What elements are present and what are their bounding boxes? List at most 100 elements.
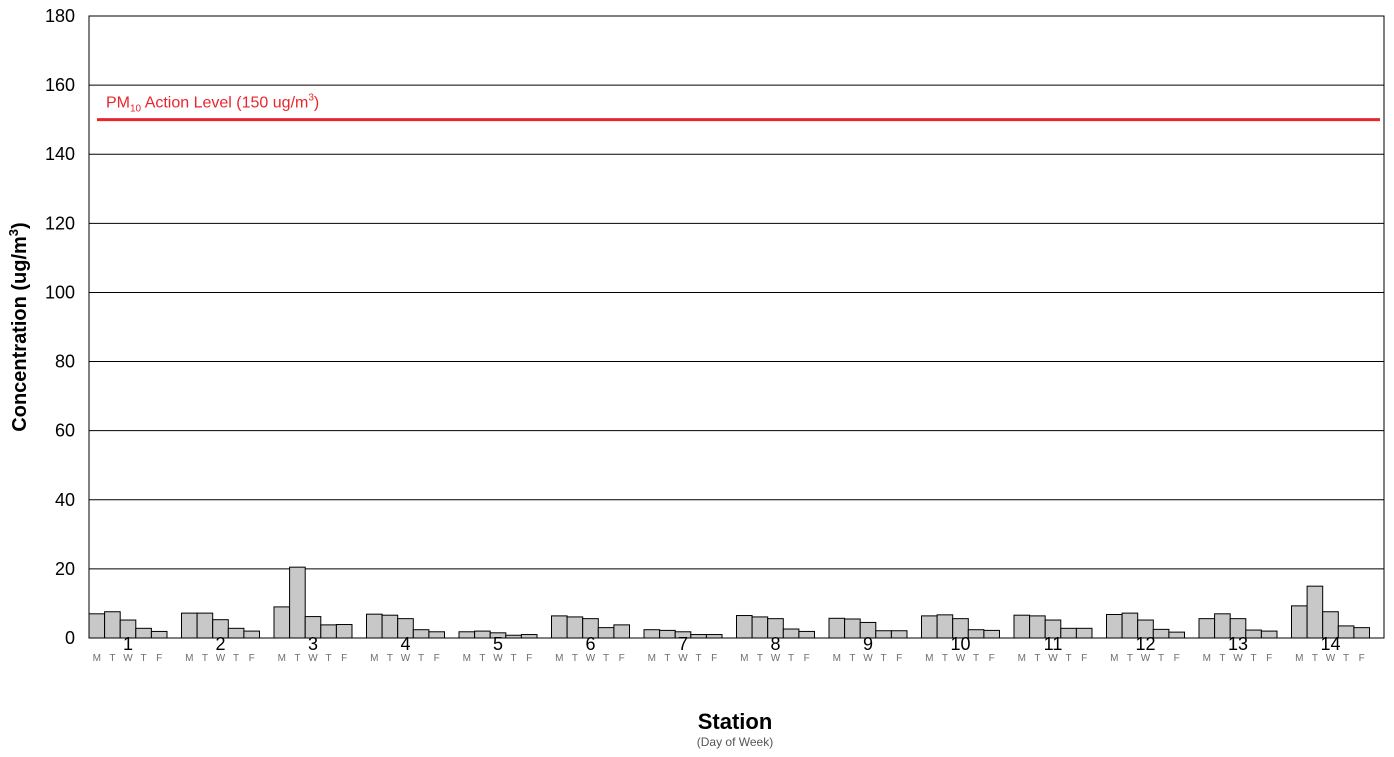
day-label: T <box>1343 653 1349 664</box>
day-label: T <box>202 653 208 664</box>
day-label: W <box>493 653 503 664</box>
day-label: W <box>678 653 688 664</box>
day-label: F <box>156 653 162 664</box>
bar <box>659 629 676 639</box>
day-label: T <box>326 653 332 664</box>
day-label: F <box>1174 653 1180 664</box>
day-label: T <box>881 653 887 664</box>
day-label: F <box>341 653 347 664</box>
day-label: M <box>370 653 378 664</box>
day-label: F <box>711 653 717 664</box>
day-label: F <box>249 653 255 664</box>
bar <box>875 630 892 639</box>
x-tick-label: 6 <box>585 634 595 654</box>
bar <box>844 618 861 639</box>
day-label: M <box>925 653 933 664</box>
day-label: M <box>93 653 101 664</box>
bar <box>181 612 198 639</box>
day-label: W <box>771 653 781 664</box>
day-label: W <box>1233 653 1243 664</box>
bar <box>474 630 491 639</box>
bar <box>705 634 723 639</box>
bar <box>1260 630 1278 639</box>
bars <box>88 566 1371 639</box>
day-label: F <box>804 653 810 664</box>
y-tick-label: 140 <box>45 144 75 164</box>
bar <box>335 624 353 639</box>
x-tick-label: 13 <box>1228 634 1248 654</box>
y-axis-label: Concentration (ug/m3) <box>6 222 31 431</box>
day-label: F <box>526 653 532 664</box>
bar <box>798 630 816 639</box>
day-label: T <box>1251 653 1257 664</box>
day-label: T <box>1066 653 1072 664</box>
day-label: T <box>1219 653 1225 664</box>
day-label: T <box>973 653 979 664</box>
bar <box>1306 585 1324 639</box>
day-label: T <box>387 653 393 664</box>
bar <box>1168 631 1186 639</box>
day-label: M <box>463 653 471 664</box>
y-tick-labels: 0 20 40 60 80 100 120 140 160 180 <box>45 6 75 648</box>
bar <box>320 624 337 639</box>
day-label: T <box>233 653 239 664</box>
day-label: M <box>278 653 286 664</box>
day-label: T <box>141 653 147 664</box>
y-tick-label: 0 <box>65 628 75 648</box>
bar <box>520 634 538 639</box>
action-level-label: PM10 Action Level (150 ug/m3) <box>106 93 319 115</box>
day-label: T <box>511 653 517 664</box>
bar <box>736 615 753 639</box>
x-tick-label: 12 <box>1135 634 1155 654</box>
day-label: M <box>555 653 563 664</box>
day-label: W <box>401 653 411 664</box>
day-label: M <box>648 653 656 664</box>
bar <box>782 628 800 639</box>
x-tick-label: 4 <box>400 634 410 654</box>
x-tick-labels: 1 2 3 4 5 6 7 8 9 10 11 12 13 14 <box>123 634 1341 654</box>
day-label: F <box>1359 653 1365 664</box>
day-label: W <box>863 653 873 664</box>
day-label: T <box>294 653 300 664</box>
bar <box>227 627 245 639</box>
day-label: M <box>1018 653 1026 664</box>
bar <box>1013 614 1031 639</box>
day-label: W <box>123 653 133 664</box>
day-label: T <box>418 653 424 664</box>
bar <box>1106 614 1123 639</box>
day-label: M <box>740 653 748 664</box>
x-tick-label: 8 <box>770 634 780 654</box>
x-tick-label: 7 <box>678 634 688 654</box>
day-label: M <box>1203 653 1211 664</box>
day-label: M <box>185 653 193 664</box>
bar <box>366 613 383 639</box>
y-tick-label: 160 <box>45 75 75 95</box>
x-tick-label: 11 <box>1044 634 1063 654</box>
day-label: T <box>1034 653 1040 664</box>
y-tick-label: 60 <box>55 421 75 441</box>
bar <box>88 613 106 639</box>
bar <box>643 629 661 639</box>
x-axis-sublabel: (Day of Week) <box>697 735 773 749</box>
y-tick-label: 40 <box>55 490 75 510</box>
bar <box>196 612 214 639</box>
y-tick-label: 100 <box>45 282 75 302</box>
bar <box>1337 625 1355 639</box>
bar <box>1198 618 1216 639</box>
day-label: M <box>1295 653 1303 664</box>
day-label: T <box>849 653 855 664</box>
day-label: F <box>1266 653 1272 664</box>
day-label: T <box>479 653 485 664</box>
day-label: W <box>1141 653 1151 664</box>
day-label: W <box>308 653 318 664</box>
bar <box>1245 629 1262 639</box>
day-label: T <box>664 653 670 664</box>
bar <box>983 629 1001 639</box>
day-label: T <box>1312 653 1318 664</box>
bar <box>412 629 430 639</box>
day-label: T <box>572 653 578 664</box>
x-axis-label: Station <box>698 709 773 734</box>
x-tick-label: 9 <box>863 634 873 654</box>
